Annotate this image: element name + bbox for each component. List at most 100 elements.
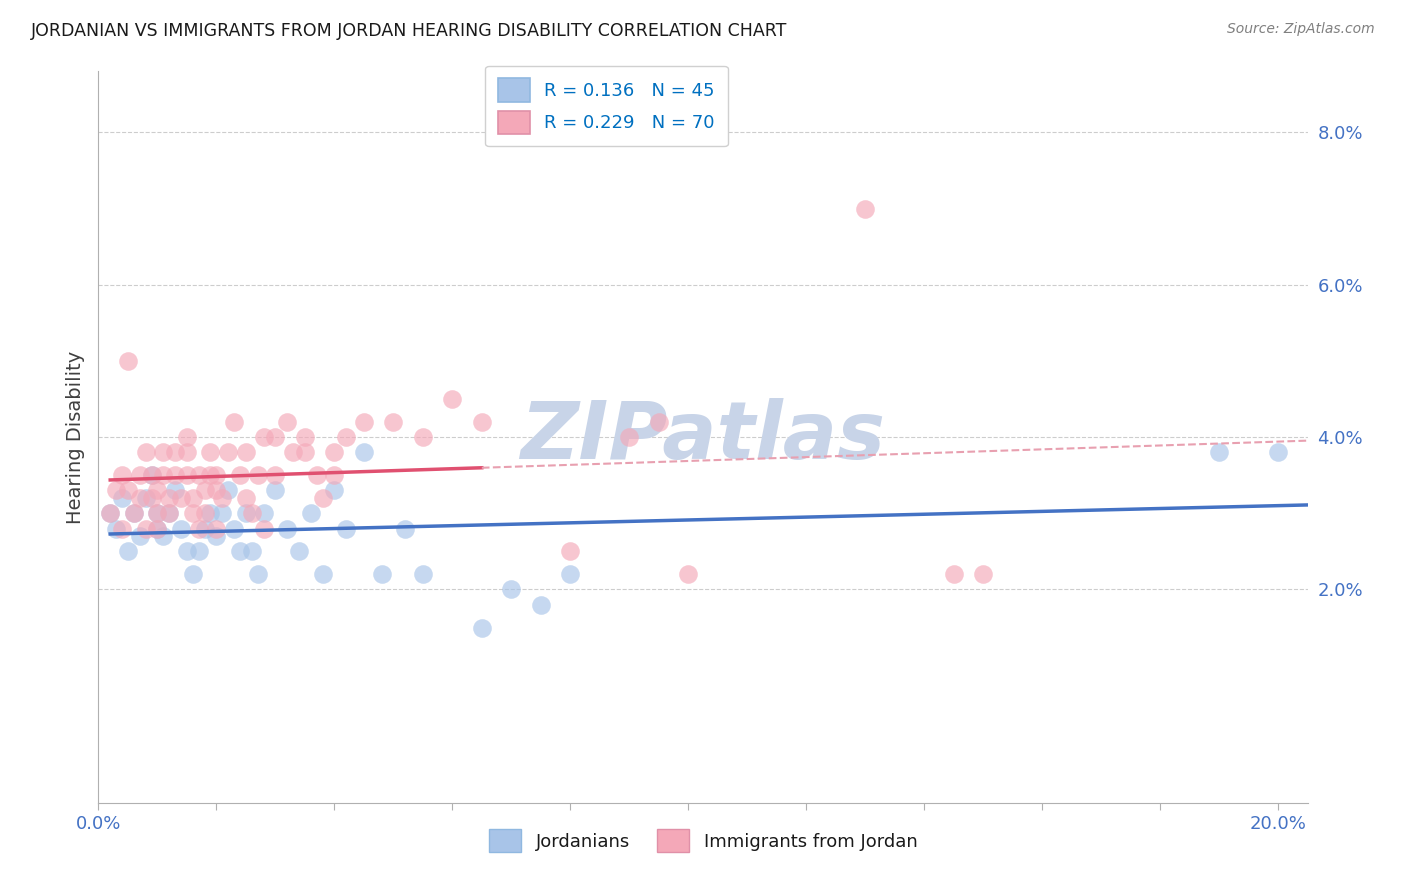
- Point: [240, 506, 263, 520]
- Point: [176, 445, 198, 459]
- Point: [235, 445, 257, 459]
- Point: [176, 468, 198, 483]
- Point: [382, 415, 405, 429]
- Point: [217, 483, 239, 498]
- Point: [98, 506, 121, 520]
- Point: [560, 544, 582, 558]
- Point: [135, 491, 157, 505]
- Point: [205, 483, 228, 498]
- Point: [98, 506, 121, 520]
- Point: [229, 544, 252, 558]
- Point: [942, 567, 965, 582]
- Point: [211, 506, 233, 520]
- Point: [111, 468, 134, 483]
- Point: [205, 468, 228, 483]
- Point: [200, 445, 222, 459]
- Point: [194, 521, 217, 535]
- Point: [105, 521, 128, 535]
- Point: [294, 430, 316, 444]
- Point: [353, 415, 375, 429]
- Point: [323, 445, 346, 459]
- Point: [157, 491, 180, 505]
- Point: [146, 483, 169, 498]
- Point: [394, 521, 416, 535]
- Point: [157, 506, 180, 520]
- Point: [619, 430, 641, 444]
- Point: [530, 598, 553, 612]
- Point: [181, 491, 204, 505]
- Point: [1208, 445, 1230, 459]
- Point: [128, 491, 150, 505]
- Point: [412, 430, 434, 444]
- Point: [222, 521, 245, 535]
- Point: [152, 468, 174, 483]
- Point: [170, 521, 193, 535]
- Point: [187, 521, 209, 535]
- Point: [111, 491, 134, 505]
- Point: [141, 468, 163, 483]
- Point: [141, 491, 163, 505]
- Point: [181, 506, 204, 520]
- Point: [252, 506, 274, 520]
- Text: Source: ZipAtlas.com: Source: ZipAtlas.com: [1227, 22, 1375, 37]
- Point: [128, 468, 150, 483]
- Point: [311, 491, 333, 505]
- Point: [235, 491, 257, 505]
- Point: [105, 483, 128, 498]
- Legend: Jordanians, Immigrants from Jordan: Jordanians, Immigrants from Jordan: [474, 814, 932, 867]
- Point: [165, 468, 187, 483]
- Point: [305, 468, 328, 483]
- Point: [501, 582, 523, 597]
- Point: [187, 468, 209, 483]
- Point: [128, 529, 150, 543]
- Point: [146, 521, 169, 535]
- Point: [370, 567, 392, 582]
- Point: [276, 415, 298, 429]
- Point: [471, 621, 494, 635]
- Point: [246, 567, 269, 582]
- Point: [678, 567, 700, 582]
- Point: [135, 521, 157, 535]
- Point: [165, 483, 187, 498]
- Point: [441, 392, 464, 406]
- Point: [111, 521, 134, 535]
- Point: [229, 468, 252, 483]
- Point: [335, 430, 357, 444]
- Point: [117, 354, 139, 368]
- Point: [170, 491, 193, 505]
- Point: [122, 506, 145, 520]
- Point: [135, 445, 157, 459]
- Point: [146, 506, 169, 520]
- Point: [264, 468, 287, 483]
- Point: [1267, 445, 1289, 459]
- Point: [264, 483, 287, 498]
- Point: [146, 506, 169, 520]
- Point: [276, 521, 298, 535]
- Point: [335, 521, 357, 535]
- Point: [246, 468, 269, 483]
- Point: [412, 567, 434, 582]
- Point: [264, 430, 287, 444]
- Point: [252, 430, 274, 444]
- Point: [972, 567, 994, 582]
- Point: [648, 415, 671, 429]
- Point: [294, 445, 316, 459]
- Point: [353, 445, 375, 459]
- Point: [205, 521, 228, 535]
- Point: [152, 529, 174, 543]
- Point: [281, 445, 304, 459]
- Point: [853, 202, 876, 216]
- Point: [117, 483, 139, 498]
- Point: [152, 445, 174, 459]
- Point: [194, 506, 217, 520]
- Point: [200, 468, 222, 483]
- Point: [323, 483, 346, 498]
- Point: [181, 567, 204, 582]
- Point: [165, 445, 187, 459]
- Point: [117, 544, 139, 558]
- Point: [211, 491, 233, 505]
- Point: [194, 483, 217, 498]
- Point: [288, 544, 311, 558]
- Point: [176, 544, 198, 558]
- Y-axis label: Hearing Disability: Hearing Disability: [66, 351, 84, 524]
